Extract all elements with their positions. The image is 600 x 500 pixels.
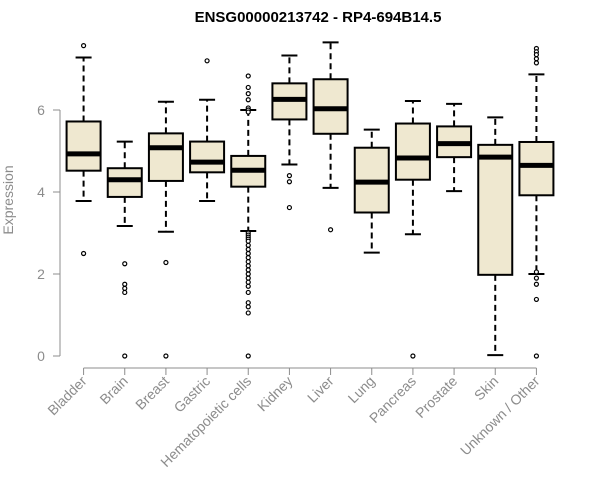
box-group-5 bbox=[271, 54, 308, 211]
y-tick-label-3: 6 bbox=[37, 102, 45, 118]
outlier-1-1 bbox=[122, 281, 128, 287]
outlier-11-5 bbox=[533, 269, 540, 275]
box-11 bbox=[518, 140, 555, 197]
outlier-11-9 bbox=[533, 353, 540, 359]
x-tick-label-7: Lung bbox=[345, 373, 378, 406]
outlier-4-24 bbox=[245, 300, 251, 306]
outlier-11-4 bbox=[533, 60, 540, 66]
outlier-4-13 bbox=[245, 246, 251, 252]
box-group-3 bbox=[189, 58, 226, 203]
outlier-1-2 bbox=[122, 285, 128, 291]
outlier-5-2 bbox=[286, 204, 293, 211]
outlier-2-0 bbox=[163, 259, 169, 266]
x-tick-label-5: Kidney bbox=[254, 373, 296, 415]
outlier-1-3 bbox=[122, 289, 128, 296]
outlier-4-25 bbox=[245, 304, 251, 310]
x-tick-label-0: Bladder bbox=[44, 373, 90, 419]
outlier-4-22 bbox=[245, 283, 251, 289]
outlier-2-1 bbox=[163, 353, 169, 359]
outlier-0-1 bbox=[80, 250, 87, 257]
box-group-0 bbox=[65, 43, 102, 257]
outlier-11-8 bbox=[533, 296, 540, 303]
outlier-4-23 bbox=[245, 289, 251, 296]
box-group-6 bbox=[312, 41, 349, 233]
box-group-7 bbox=[353, 128, 390, 254]
outlier-4-18 bbox=[245, 267, 251, 273]
box-group-9 bbox=[436, 102, 473, 193]
box-10 bbox=[477, 143, 514, 276]
box-8 bbox=[394, 122, 431, 181]
outlier-4-26 bbox=[245, 310, 251, 316]
outlier-4-15 bbox=[245, 255, 251, 261]
outlier-4-11 bbox=[245, 238, 251, 244]
y-axis: 0 2 4 6 bbox=[37, 102, 61, 364]
x-tick-label-9: Prostate bbox=[412, 373, 460, 421]
outlier-4-2 bbox=[245, 90, 251, 97]
outlier-1-4 bbox=[122, 353, 128, 359]
outlier-11-6 bbox=[533, 275, 540, 281]
box-2 bbox=[147, 132, 184, 182]
box-group-8 bbox=[394, 99, 431, 359]
outlier-4-12 bbox=[245, 242, 251, 248]
outlier-11-2 bbox=[533, 52, 540, 58]
x-tick-label-10: Skin bbox=[471, 373, 502, 404]
x-tick-label-1: Brain bbox=[96, 373, 130, 407]
y-tick-label-0: 0 bbox=[37, 348, 45, 364]
outlier-4-14 bbox=[245, 250, 251, 257]
outlier-4-1 bbox=[245, 84, 251, 91]
y-axis-label: Expression bbox=[0, 165, 16, 234]
box-group-4 bbox=[230, 73, 267, 359]
box-1 bbox=[106, 167, 143, 198]
box-group-2 bbox=[147, 100, 184, 359]
outlier-4-0 bbox=[245, 73, 251, 79]
outlier-4-21 bbox=[245, 279, 251, 285]
x-tick-label-2: Breast bbox=[132, 373, 172, 413]
outlier-1-0 bbox=[122, 261, 128, 267]
outlier-11-3 bbox=[533, 56, 540, 62]
box-group-1 bbox=[106, 140, 143, 359]
outlier-4-16 bbox=[245, 259, 251, 265]
outlier-8-0 bbox=[410, 353, 416, 359]
y-tick-label-1: 2 bbox=[37, 266, 45, 282]
outlier-6-0 bbox=[327, 227, 334, 233]
outlier-4-27 bbox=[245, 353, 251, 359]
box-0 bbox=[65, 120, 102, 172]
box-group-10 bbox=[477, 116, 514, 357]
outlier-11-7 bbox=[533, 281, 540, 287]
outlier-4-19 bbox=[245, 271, 251, 277]
boxes-layer bbox=[65, 41, 555, 359]
x-tick-label-6: Liver bbox=[304, 373, 337, 406]
outlier-5-1 bbox=[286, 179, 293, 185]
chart-title: ENSG00000213742 - RP4-694B14.5 bbox=[195, 9, 442, 26]
box-3 bbox=[189, 140, 226, 174]
outlier-0-0 bbox=[80, 43, 87, 49]
box-group-11 bbox=[518, 45, 555, 359]
outlier-3-0 bbox=[204, 58, 210, 64]
outlier-4-20 bbox=[245, 275, 251, 281]
y-tick-label-2: 4 bbox=[37, 184, 45, 200]
outlier-4-6 bbox=[245, 109, 251, 115]
outlier-4-3 bbox=[245, 97, 251, 103]
outlier-4-17 bbox=[245, 263, 251, 269]
outlier-5-0 bbox=[286, 173, 293, 179]
